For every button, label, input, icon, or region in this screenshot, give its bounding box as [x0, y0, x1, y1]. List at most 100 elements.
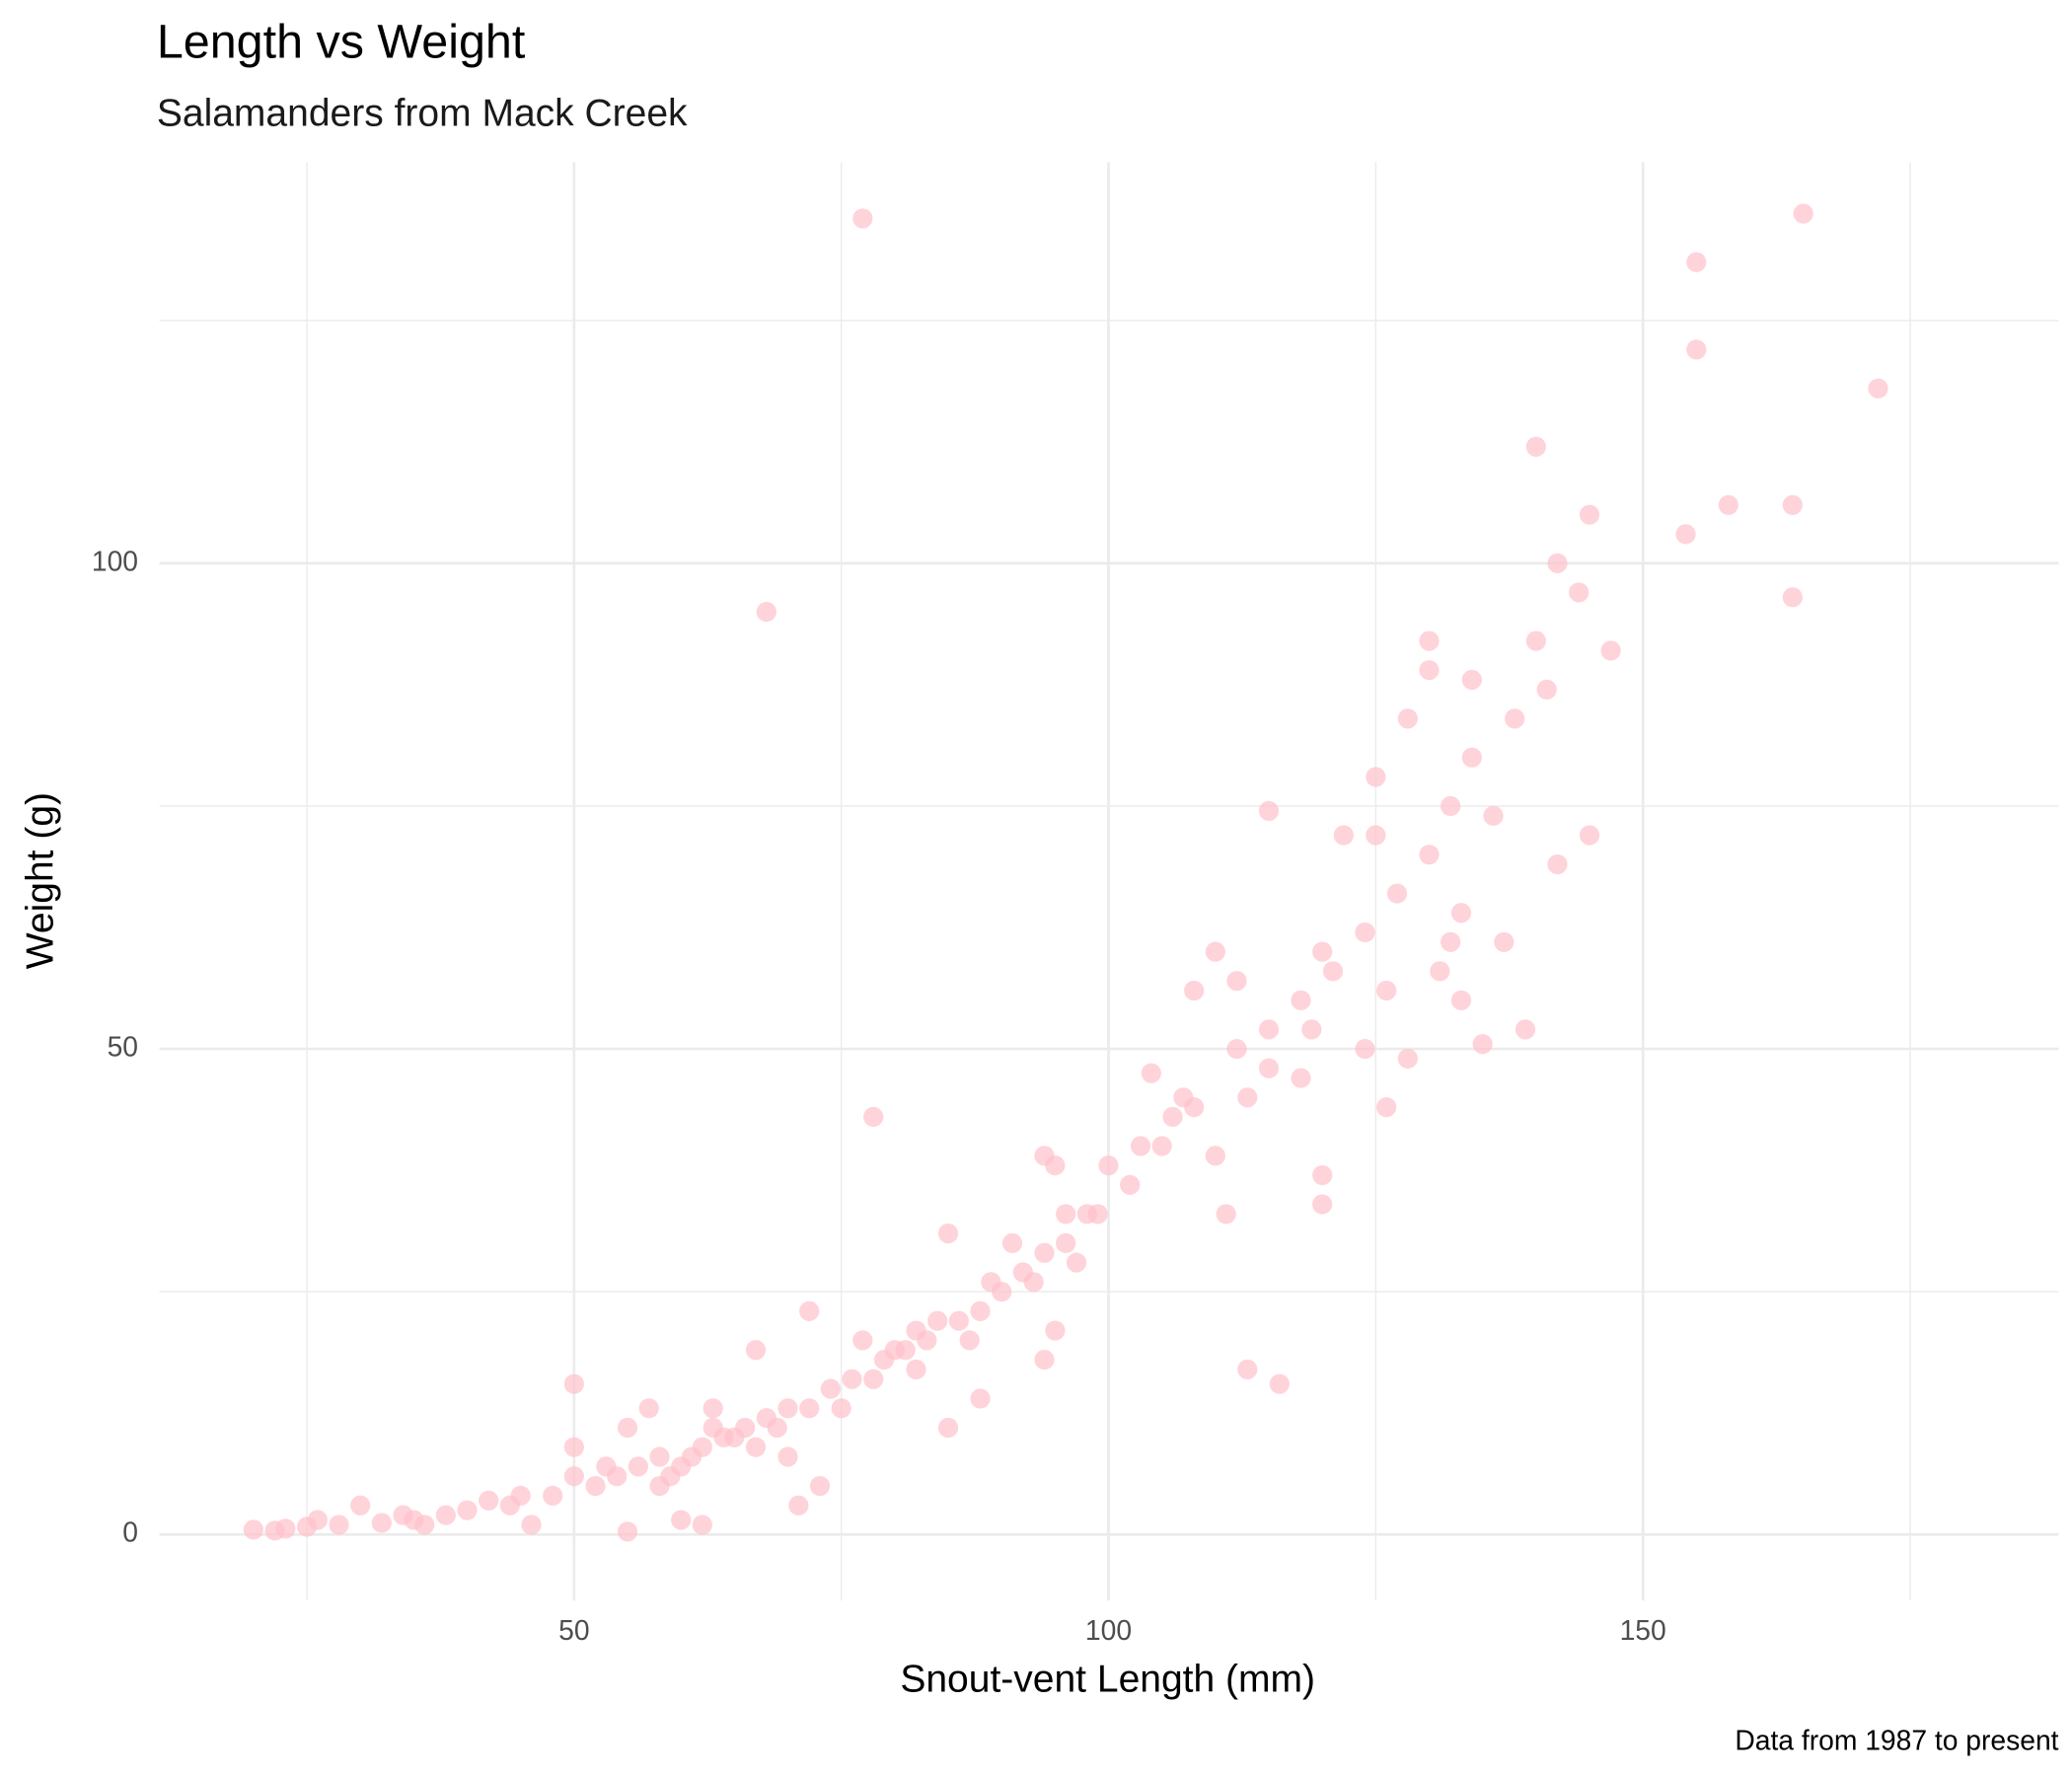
point — [1505, 708, 1525, 729]
point — [937, 1223, 959, 1244]
point — [906, 1359, 926, 1380]
point — [948, 1310, 969, 1331]
point — [1718, 494, 1739, 515]
point — [831, 1398, 851, 1419]
point — [1226, 1038, 1247, 1060]
y-tick-label: 50 — [108, 1031, 138, 1063]
point — [1120, 1174, 1141, 1195]
point — [435, 1505, 456, 1525]
point — [1397, 708, 1418, 729]
point — [1419, 845, 1440, 865]
x-tick-label: 100 — [1085, 1614, 1132, 1646]
point — [970, 1388, 991, 1409]
point — [1205, 1146, 1225, 1166]
point — [1312, 941, 1333, 962]
point — [371, 1513, 392, 1533]
point — [1333, 825, 1354, 846]
point — [1376, 980, 1397, 1001]
point — [1056, 1204, 1076, 1224]
x-axis-label: Snout-vent Length (mm) — [900, 1659, 1315, 1701]
point — [1258, 1058, 1280, 1078]
point — [1419, 660, 1440, 681]
point — [681, 1446, 703, 1467]
point — [1355, 1038, 1375, 1060]
point — [1366, 767, 1386, 787]
point — [1301, 1019, 1322, 1040]
point — [1184, 980, 1205, 1001]
point — [1525, 630, 1546, 651]
point — [307, 1510, 328, 1530]
y-tick-label: 100 — [92, 545, 138, 576]
x-tick-label: 150 — [1620, 1614, 1666, 1646]
chart-title: Length vs Weight — [157, 16, 526, 69]
point — [1291, 1068, 1311, 1088]
point — [692, 1515, 712, 1535]
point — [842, 1369, 862, 1389]
point — [1045, 1320, 1066, 1341]
point — [906, 1320, 926, 1341]
point — [329, 1515, 349, 1535]
point — [1130, 1136, 1151, 1156]
point — [799, 1398, 820, 1419]
point — [660, 1466, 681, 1487]
point — [1291, 990, 1311, 1010]
point — [563, 1437, 584, 1457]
point — [799, 1300, 820, 1321]
point — [703, 1398, 723, 1419]
point — [1023, 1272, 1044, 1293]
point — [1441, 931, 1461, 952]
point — [1525, 436, 1546, 457]
point — [1419, 630, 1440, 651]
point — [1494, 931, 1515, 952]
point — [852, 1330, 873, 1351]
point — [820, 1378, 841, 1399]
point — [1098, 1155, 1119, 1176]
grid — [159, 162, 2059, 1601]
point — [243, 1519, 263, 1540]
point — [1579, 825, 1600, 846]
point — [1312, 1194, 1333, 1215]
point — [457, 1500, 478, 1520]
point — [1430, 961, 1450, 982]
point — [1216, 1204, 1236, 1224]
point — [1034, 1242, 1055, 1263]
point — [393, 1505, 413, 1525]
point — [745, 1340, 767, 1361]
point — [895, 1340, 916, 1361]
point — [521, 1515, 542, 1535]
point — [1686, 339, 1707, 360]
point — [745, 1437, 767, 1457]
point — [1386, 883, 1408, 904]
point — [1461, 669, 1482, 691]
point — [863, 1369, 884, 1389]
point — [1868, 378, 1888, 399]
point — [1579, 504, 1600, 525]
point — [809, 1475, 831, 1497]
point — [585, 1475, 606, 1497]
point — [1547, 553, 1568, 573]
point — [628, 1456, 648, 1477]
point — [1312, 1164, 1333, 1186]
point — [713, 1427, 734, 1447]
point — [777, 1446, 798, 1467]
point — [1034, 1146, 1055, 1166]
point — [1162, 1106, 1183, 1128]
point — [1782, 587, 1803, 608]
point — [1461, 747, 1482, 768]
point — [1600, 640, 1621, 661]
point — [863, 1106, 884, 1128]
point — [638, 1398, 659, 1419]
point — [1366, 825, 1386, 846]
point — [1066, 1252, 1087, 1273]
point — [414, 1515, 435, 1535]
y-tick-label: 0 — [122, 1517, 138, 1548]
point — [1397, 1048, 1418, 1070]
point — [937, 1417, 959, 1439]
point — [927, 1310, 948, 1331]
point — [1472, 1034, 1493, 1055]
point — [1258, 800, 1280, 821]
point — [873, 1349, 895, 1370]
point — [1782, 494, 1803, 515]
